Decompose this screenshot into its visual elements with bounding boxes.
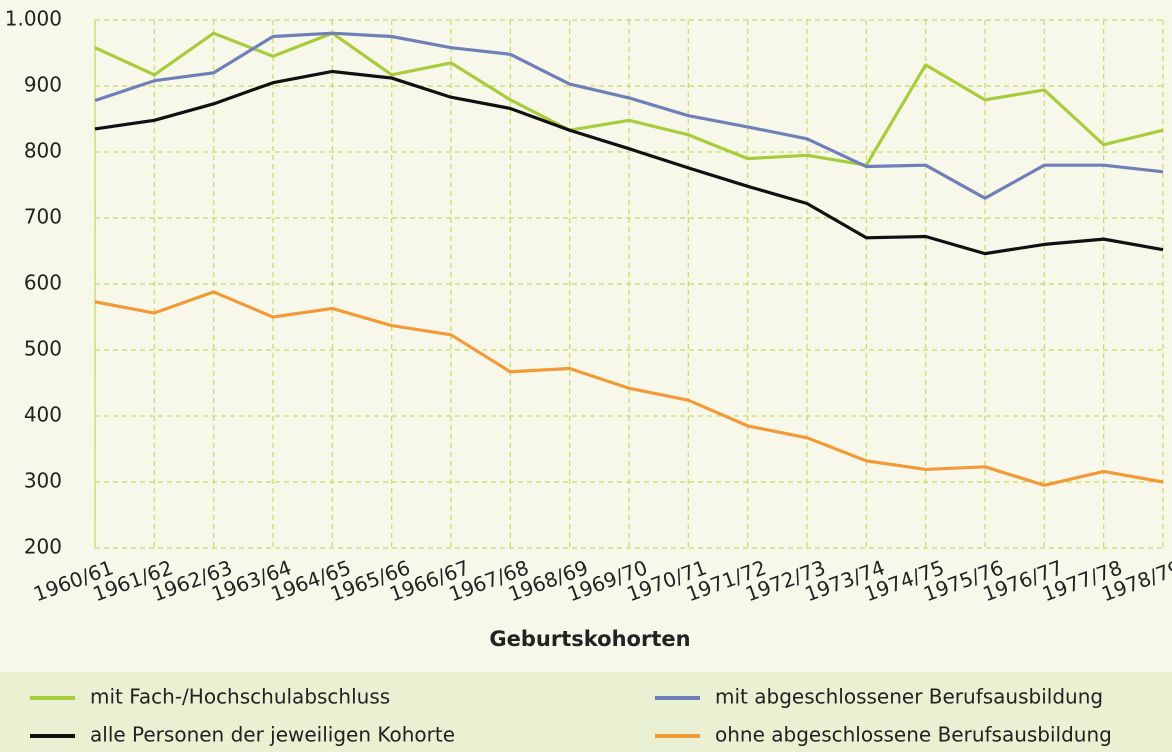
y-tick-label: 300 xyxy=(24,469,62,493)
y-tick-label: 200 xyxy=(24,535,62,559)
y-tick-label: 700 xyxy=(24,205,62,229)
legend-background xyxy=(0,672,1172,752)
y-tick-label: 1.000 xyxy=(5,7,62,31)
y-tick-label: 500 xyxy=(24,337,62,361)
series-line xyxy=(94,290,1164,487)
series-line xyxy=(94,31,1164,200)
legend-label: mit Fach-/Hochschulabschluss xyxy=(90,685,390,709)
y-tick-label: 800 xyxy=(24,139,62,163)
legend-label: mit abgeschlossener Berufsausbildung xyxy=(715,685,1103,709)
legend-label: ohne abgeschlossene Berufsausbildung xyxy=(715,723,1112,747)
x-axis-title: Geburtskohorten xyxy=(489,627,690,651)
plot-background xyxy=(0,0,1172,672)
legend-label: alle Personen der jeweiligen Kohorte xyxy=(90,723,455,747)
y-tick-label: 400 xyxy=(24,403,62,427)
y-tick-label: 600 xyxy=(24,271,62,295)
series-line xyxy=(94,69,1164,256)
series-line xyxy=(94,31,1164,167)
y-tick-label: 900 xyxy=(24,73,62,97)
